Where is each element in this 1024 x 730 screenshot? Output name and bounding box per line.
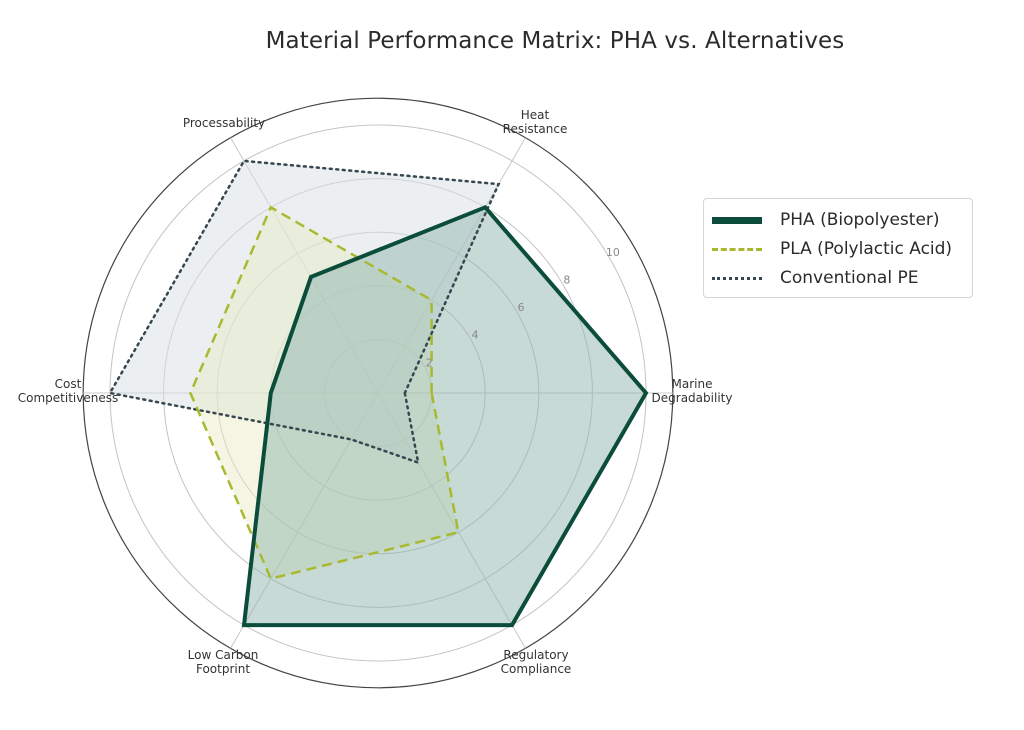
solid-line-swatch-icon xyxy=(712,216,762,224)
radial-tick-label: 2 xyxy=(426,356,433,369)
axis-labels: 2 4 6 8 10 Marine Degradability Heat Resistance P… xyxy=(18,108,733,676)
axis-label: Cost Competitiveness xyxy=(18,377,118,405)
legend-label: PLA (Polylactic Acid) xyxy=(780,239,953,259)
series-fill xyxy=(244,207,646,626)
axis-label: Heat Resistance xyxy=(503,108,568,136)
axis-label: Regulatory Compliance xyxy=(501,648,572,676)
legend-item-pha: PHA (Biopolyester) xyxy=(712,207,940,233)
dotted-line-swatch-icon xyxy=(712,276,762,280)
radial-tick-label: 8 xyxy=(563,273,570,286)
series-line xyxy=(189,205,460,581)
legend-item-pe: Conventional PE xyxy=(712,265,918,291)
chart-title: Material Performance Matrix: PHA vs. Alt… xyxy=(265,28,845,54)
axis-label: Marine Degradability xyxy=(652,377,733,405)
legend-item-pla: PLA (Polylactic Acid) xyxy=(712,236,952,262)
legend-label: Conventional PE xyxy=(780,268,919,288)
dashed-line-swatch-icon xyxy=(712,247,762,251)
series-line xyxy=(108,159,501,465)
legend-label: PHA (Biopolyester) xyxy=(780,210,940,230)
axis-label: Processability xyxy=(183,116,265,130)
radial-tick-label: 6 xyxy=(517,301,524,314)
series-line xyxy=(241,204,649,628)
radial-tick-label: 10 xyxy=(606,246,620,259)
axis-label: Low Carbon Footprint xyxy=(188,648,259,676)
series-layer xyxy=(108,159,649,628)
legend: PHA (Biopolyester) PLA (Polylactic Acid)… xyxy=(703,198,973,298)
radial-tick-label: 4 xyxy=(472,329,479,342)
